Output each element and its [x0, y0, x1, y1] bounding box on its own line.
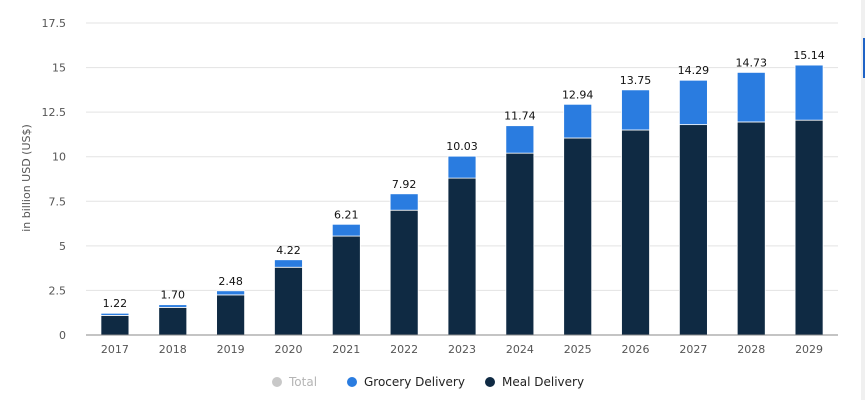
y-axis-label: in billion USD (US$) — [20, 124, 33, 232]
bar-grocery-delivery[interactable] — [389, 193, 419, 211]
total-data-label: 13.75 — [620, 74, 652, 87]
bar-grocery-delivery[interactable] — [621, 89, 650, 131]
x-tick-label: 2028 — [737, 343, 765, 356]
y-tick-label: 15 — [52, 62, 66, 75]
bars — [100, 64, 824, 336]
y-tick-label: 2.5 — [49, 284, 67, 297]
bar-grocery-delivery[interactable] — [158, 304, 188, 308]
total-data-label: 1.22 — [103, 297, 128, 310]
x-tick-label: 2017 — [101, 343, 129, 356]
x-tick-label: 2024 — [506, 343, 534, 356]
x-tick-label: 2020 — [274, 343, 302, 356]
total-data-label: 15.14 — [793, 49, 825, 62]
x-tick-label: 2027 — [679, 343, 707, 356]
bar-grocery-delivery[interactable] — [331, 223, 361, 237]
y-tick-label: 0 — [59, 329, 66, 342]
total-data-label: 1.70 — [161, 289, 186, 302]
y-axis-ticks: 0 2.5 5 7.5 10 12.5 15 17.5 — [42, 17, 67, 342]
bar-meal-delivery[interactable] — [100, 314, 130, 336]
bar-meal-delivery[interactable] — [794, 119, 824, 336]
x-tick-label: 2018 — [159, 343, 187, 356]
bar-meal-delivery[interactable] — [736, 121, 766, 336]
bar-grocery-delivery[interactable] — [563, 103, 593, 139]
legend-label: Total — [288, 375, 317, 389]
legend-marker — [272, 377, 282, 387]
total-data-label: 2.48 — [218, 275, 243, 288]
total-data-label: 7.92 — [392, 178, 417, 191]
bar-grocery-delivery[interactable] — [736, 71, 766, 123]
x-tick-label: 2029 — [795, 343, 823, 356]
x-axis-ticks: 2017 2018 2019 2020 2021 2022 2023 2024 2025 2026… — [101, 343, 823, 356]
bar-grocery-delivery[interactable] — [216, 290, 246, 296]
legend-label: Meal Delivery — [502, 375, 584, 389]
legend-marker — [347, 377, 357, 387]
y-tick-label: 10 — [52, 151, 66, 164]
total-data-label: 12.94 — [562, 88, 594, 101]
x-tick-label: 2021 — [332, 343, 360, 356]
total-data-label: 6.21 — [334, 208, 359, 221]
total-data-label: 4.22 — [276, 244, 301, 257]
legend-item[interactable]: Total — [272, 375, 317, 389]
bar-grocery-delivery[interactable] — [794, 64, 824, 121]
bar-grocery-delivery[interactable] — [447, 155, 477, 179]
y-tick-label: 5 — [59, 240, 66, 253]
scrollbar-track[interactable] — [861, 0, 865, 400]
bar-meal-delivery[interactable] — [216, 294, 246, 336]
bar-grocery-delivery[interactable] — [274, 259, 303, 268]
x-tick-label: 2023 — [448, 343, 476, 356]
bar-meal-delivery[interactable] — [389, 209, 419, 336]
total-labels: 1.22 1.70 2.48 4.22 6.21 7.92 10.03 11.74 12.94 1… — [103, 49, 825, 310]
bar-meal-delivery[interactable] — [274, 266, 303, 336]
legend-item[interactable]: Grocery Delivery — [347, 375, 465, 389]
bar-meal-delivery[interactable] — [447, 177, 477, 336]
bar-meal-delivery[interactable] — [563, 137, 593, 336]
bar-meal-delivery[interactable] — [331, 235, 361, 336]
total-data-label: 10.03 — [446, 140, 478, 153]
legend-marker — [485, 377, 495, 387]
x-tick-label: 2019 — [217, 343, 245, 356]
total-data-label: 14.29 — [678, 64, 710, 77]
scrollbar-thumb[interactable] — [863, 38, 865, 78]
bar-meal-delivery[interactable] — [621, 129, 650, 336]
y-tick-label: 17.5 — [42, 17, 67, 30]
bar-grocery-delivery[interactable] — [678, 79, 708, 126]
total-data-label: 14.73 — [735, 56, 767, 69]
bar-meal-delivery[interactable] — [678, 124, 708, 336]
legend-label: Grocery Delivery — [364, 375, 465, 389]
y-tick-label: 7.5 — [49, 195, 67, 208]
bar-grocery-delivery[interactable] — [100, 312, 130, 316]
legend: Total Grocery Delivery Meal Delivery — [272, 375, 584, 389]
bar-grocery-delivery[interactable] — [505, 125, 535, 154]
legend-item[interactable]: Meal Delivery — [485, 375, 584, 389]
total-data-label: 11.74 — [504, 110, 536, 123]
bar-meal-delivery[interactable] — [505, 152, 535, 336]
y-tick-label: 12.5 — [42, 106, 67, 119]
x-tick-label: 2022 — [390, 343, 418, 356]
x-tick-label: 2025 — [564, 343, 592, 356]
bar-meal-delivery[interactable] — [158, 306, 188, 336]
x-tick-label: 2026 — [622, 343, 650, 356]
